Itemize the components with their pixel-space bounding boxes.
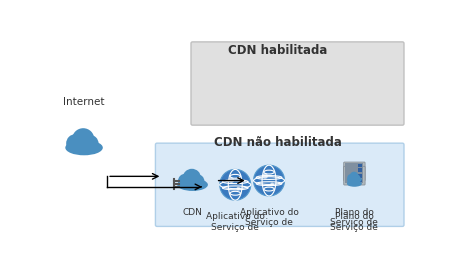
Bar: [346, 163, 364, 168]
Circle shape: [270, 182, 274, 186]
Ellipse shape: [65, 140, 103, 155]
FancyBboxPatch shape: [156, 143, 404, 226]
FancyBboxPatch shape: [344, 162, 365, 181]
Circle shape: [263, 173, 268, 179]
Circle shape: [236, 187, 240, 190]
Bar: [346, 169, 364, 173]
FancyBboxPatch shape: [191, 42, 404, 125]
Circle shape: [353, 175, 360, 181]
Circle shape: [72, 128, 94, 150]
Ellipse shape: [347, 176, 362, 182]
Circle shape: [229, 177, 234, 183]
Circle shape: [220, 169, 251, 200]
Text: Plano do
Serviço de: Plano do Serviço de: [330, 208, 378, 227]
Circle shape: [82, 135, 99, 152]
Bar: [358, 175, 362, 178]
Bar: [346, 174, 364, 179]
Bar: [346, 168, 364, 172]
Bar: [346, 178, 364, 183]
Circle shape: [353, 179, 360, 185]
Bar: [358, 164, 362, 167]
Circle shape: [253, 165, 285, 196]
Ellipse shape: [177, 178, 208, 191]
Text: CDN: CDN: [183, 208, 202, 217]
Text: Aplicativo do
Serviço de: Aplicativo do Serviço de: [206, 212, 265, 232]
Circle shape: [350, 172, 358, 181]
Circle shape: [66, 134, 85, 153]
FancyBboxPatch shape: [344, 166, 365, 185]
Circle shape: [190, 174, 204, 188]
Bar: [358, 170, 362, 172]
Bar: [346, 173, 364, 178]
Circle shape: [183, 169, 201, 187]
Bar: [358, 169, 362, 171]
Circle shape: [178, 174, 193, 189]
Bar: [358, 179, 362, 182]
Ellipse shape: [347, 181, 362, 187]
Text: CDN habilitada: CDN habilitada: [228, 44, 328, 58]
Circle shape: [347, 174, 355, 181]
Circle shape: [350, 176, 358, 185]
Text: Plano do
Serviço de: Plano do Serviço de: [330, 212, 378, 232]
Circle shape: [347, 178, 355, 186]
Text: Internet: Internet: [63, 97, 105, 107]
Text: CDN não habilitada: CDN não habilitada: [214, 136, 342, 149]
Text: Aplicativo do
Serviço de: Aplicativo do Serviço de: [240, 208, 298, 227]
Bar: [358, 174, 362, 176]
